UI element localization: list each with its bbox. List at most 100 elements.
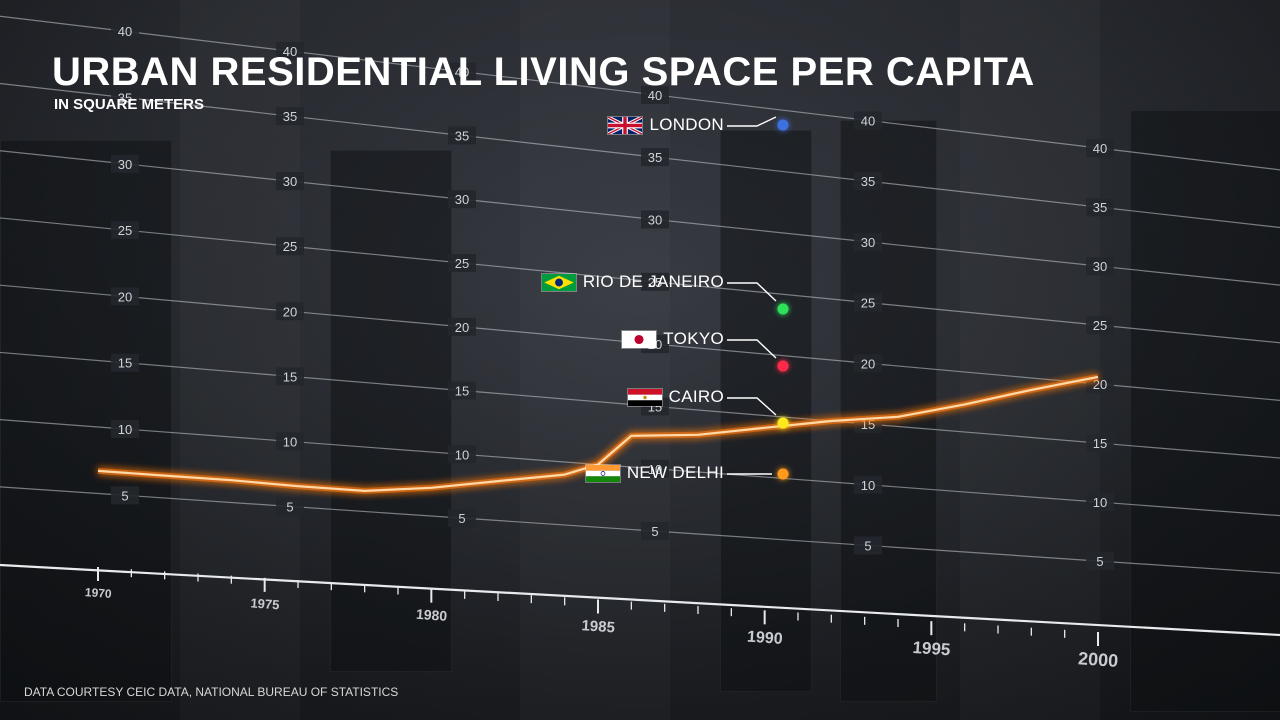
x-tick-label: 1975 [250,595,280,612]
gridline [0,486,1280,574]
y-tick-label: 40 [455,65,469,80]
gridline-label-gap [641,210,669,229]
y-tick-label: 30 [118,157,132,172]
y-tick-label: 35 [1093,200,1107,215]
background-window [720,130,812,692]
y-tick-label: 20 [455,320,469,335]
reference-dot-new-delhi [777,468,789,480]
city-name: TOKYO [663,329,724,348]
gridline-label-gap [111,88,139,107]
gridline-label-gap [448,509,476,528]
gridline-label-gap [276,237,304,256]
gridline [0,217,1280,344]
y-tick-label: 10 [1093,495,1107,510]
x-axis-line [0,563,1280,637]
reference-dot-cairo [777,417,789,429]
gridline-label-gap [854,232,882,251]
y-tick-label: 15 [455,384,469,399]
gridline-label-gap [276,42,304,61]
gridline-label-gap [111,287,139,306]
y-tick-label: 25 [455,256,469,271]
gridline-label-gap [111,486,139,505]
y-tick-label: 25 [283,239,297,254]
city-name: RIO DE JANEIRO [582,272,724,291]
y-tick-label: 10 [118,422,132,437]
gridline-label-gap [111,420,139,439]
y-tick-label: 20 [118,289,132,304]
y-tick-label: 10 [455,447,469,462]
y-tick-label: 15 [1093,436,1107,451]
leader-line [727,116,777,127]
gridline-label-gap [448,381,476,400]
y-tick-label: 30 [283,174,297,189]
y-tick-label: 25 [118,223,132,238]
city-label-london: LONDON [607,115,724,135]
y-tick-label: 15 [118,356,132,371]
gridline-label-gap [1086,434,1114,453]
gridline-label-gap [276,302,304,321]
background-window [1130,110,1280,712]
gridline-label-gap [276,432,304,451]
y-tick-label: 40 [283,44,297,59]
grid-lines: 5555551010101010101515151515152020202020… [0,15,1280,574]
y-tick-label: 30 [861,235,875,250]
y-tick-label: 40 [1093,141,1107,156]
gridline-label-gap [1086,493,1114,512]
y-tick-label: 25 [861,296,875,311]
y-tick-label: 10 [648,462,662,477]
gridline [0,15,1280,171]
x-tick-label: 1970 [84,585,112,601]
y-tick-label: 20 [283,304,297,319]
gridline-label-gap [448,126,476,145]
city-label-rio-de-janeiro: RIO DE JANEIRO [540,272,724,292]
gridline-label-gap [641,272,669,291]
gridline-label-gap [854,111,882,130]
gridline-label-gap [641,85,669,104]
gridline-label-gap [276,367,304,386]
y-tick-label: 5 [864,538,871,553]
gridline-label-gap [448,190,476,209]
y-tick-label: 15 [283,369,297,384]
y-tick-label: 25 [648,275,662,290]
y-tick-label: 40 [648,88,662,103]
gridline-label-gap [854,536,882,555]
gridline-label-gap [276,497,304,516]
gridline-label-gap [111,154,139,173]
y-tick-label: 30 [648,212,662,227]
gridline-label-gap [448,253,476,272]
y-tick-label: 40 [118,24,132,39]
gridline-label-gap [448,317,476,336]
y-tick-label: 5 [1096,554,1103,569]
city-name: LONDON [649,115,724,134]
x-tick-label: 1980 [416,606,448,624]
y-tick-label: 20 [1093,377,1107,392]
gridline-label-gap [854,354,882,373]
reference-dot-tokyo [777,360,789,372]
city-name: CAIRO [668,387,724,406]
data-source-credit: DATA COURTESY CEIC DATA, NATIONAL BUREAU… [24,685,399,699]
reference-points [727,116,789,480]
y-tick-label: 35 [648,150,662,165]
y-tick-label: 5 [651,524,658,539]
gridline-label-gap [276,172,304,191]
gridline-label-gap [641,148,669,167]
y-tick-label: 20 [861,356,875,371]
y-tick-label: 25 [1093,318,1107,333]
india-flag-icon [584,463,621,483]
gridline-label-gap [448,62,476,81]
y-tick-label: 5 [121,488,128,503]
gridline-label-gap [1086,552,1114,571]
y-tick-label: 5 [286,499,293,514]
gridline-label-gap [111,22,139,41]
gridline-label-gap [854,172,882,191]
city-label-cairo: CAIRO [626,387,724,407]
y-tick-label: 35 [283,109,297,124]
y-tick-label: 30 [455,192,469,207]
y-tick-label: 35 [118,91,132,106]
gridline-label-gap [641,522,669,541]
x-tick-label: 1985 [581,617,615,636]
gridline-label-gap [641,459,669,478]
leader-line [727,339,777,359]
gridline [0,82,1280,229]
